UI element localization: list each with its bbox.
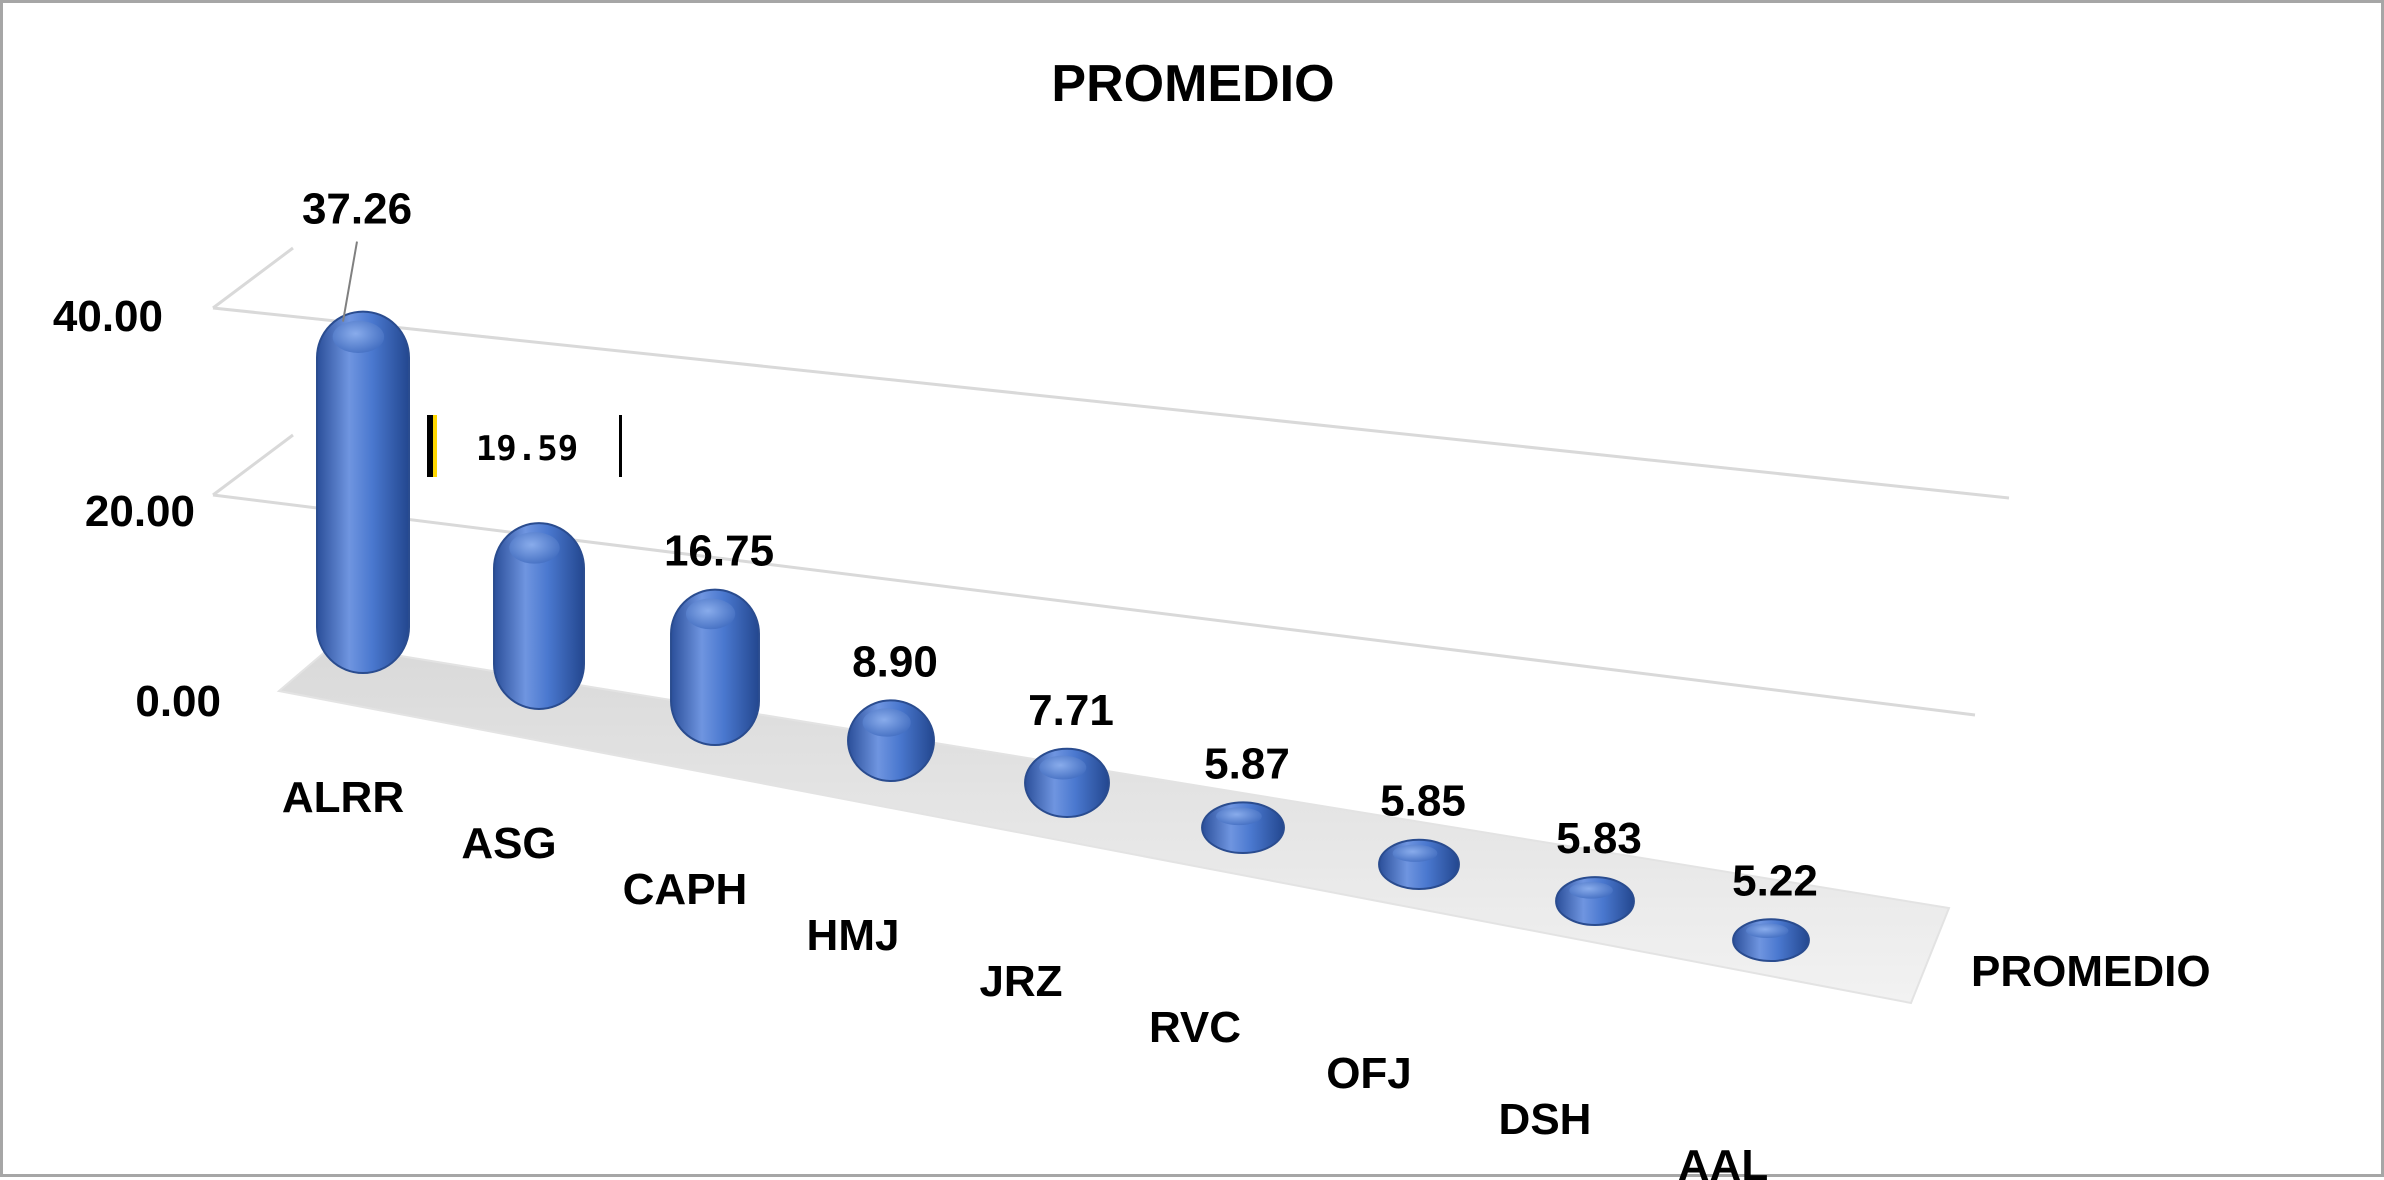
y-tick-label: 20.00 <box>85 487 195 536</box>
gridline-side <box>212 433 294 497</box>
bar <box>847 699 935 783</box>
x-tick-label: DSH <box>1499 1095 1592 1144</box>
leader-line <box>342 241 358 322</box>
bar-body <box>316 310 410 674</box>
bar-highlight <box>685 598 736 630</box>
bar <box>1378 838 1460 891</box>
bar <box>1732 918 1810 963</box>
data-label: 37.26 <box>302 185 412 234</box>
data-label-box <box>431 413 621 477</box>
gridlines <box>212 246 2010 717</box>
data-labels: 37.26 19.59 16.75 8.90 7.71 5.87 5.85 5.83 5.22 <box>302 185 1818 906</box>
bar-highlight <box>1039 755 1087 780</box>
data-label: 5.87 <box>1204 739 1290 788</box>
x-tick-label: RVC <box>1149 1003 1241 1052</box>
gridline-side <box>212 246 294 310</box>
bar <box>670 588 760 746</box>
y-tick-label: 40.00 <box>53 292 163 341</box>
cursor-mark <box>427 415 435 477</box>
bar <box>1555 876 1635 926</box>
x-tick-label: JRZ <box>979 957 1062 1006</box>
data-label: 7.71 <box>1028 686 1114 735</box>
bars <box>316 310 1810 963</box>
bar-body <box>493 522 585 711</box>
bar-highlight <box>332 320 385 353</box>
x-tick-label: ALRR <box>282 773 404 822</box>
bar-highlight <box>509 532 560 564</box>
gridline <box>212 493 1976 717</box>
gridline <box>212 306 2010 500</box>
bar <box>1201 801 1285 854</box>
cursor-highlight <box>433 415 437 477</box>
bar-highlight <box>1392 844 1438 862</box>
x-tick-label: ASG <box>461 819 556 868</box>
bar-highlight <box>1215 807 1262 826</box>
bar-highlight <box>1745 923 1789 939</box>
data-label: 5.85 <box>1380 777 1466 826</box>
data-label: 8.90 <box>852 637 938 686</box>
x-tick-label: HMJ <box>807 911 900 960</box>
series-axis-label: PROMEDIO <box>1971 947 2211 996</box>
y-tick-label: 0.00 <box>135 677 221 726</box>
data-label: 16.75 <box>664 527 774 576</box>
data-label: 5.83 <box>1556 814 1642 863</box>
y-axis: 0.00 20.00 40.00 <box>53 292 221 726</box>
bar <box>493 522 585 711</box>
x-tick-label: CAPH <box>623 865 748 914</box>
chart-canvas: PROMEDIO 0.00 20.00 40.00 37.26 19.59 16.75 8… <box>53 55 2211 1180</box>
bar <box>1024 747 1110 818</box>
bar-highlight <box>1569 881 1613 899</box>
x-tick-label: OFJ <box>1326 1049 1412 1098</box>
x-tick-label: AAL <box>1678 1141 1768 1180</box>
x-axis: ALRR ASG CAPH HMJ JRZ RVC OFJ DSH AAL <box>282 773 1768 1180</box>
chart-title: PROMEDIO <box>1051 55 1334 113</box>
cursor-edge <box>619 415 622 477</box>
bar-highlight <box>862 708 911 737</box>
data-label: 5.22 <box>1732 856 1818 905</box>
data-label: 19.59 <box>476 429 578 469</box>
bar-body <box>670 588 760 746</box>
bar <box>316 310 410 674</box>
